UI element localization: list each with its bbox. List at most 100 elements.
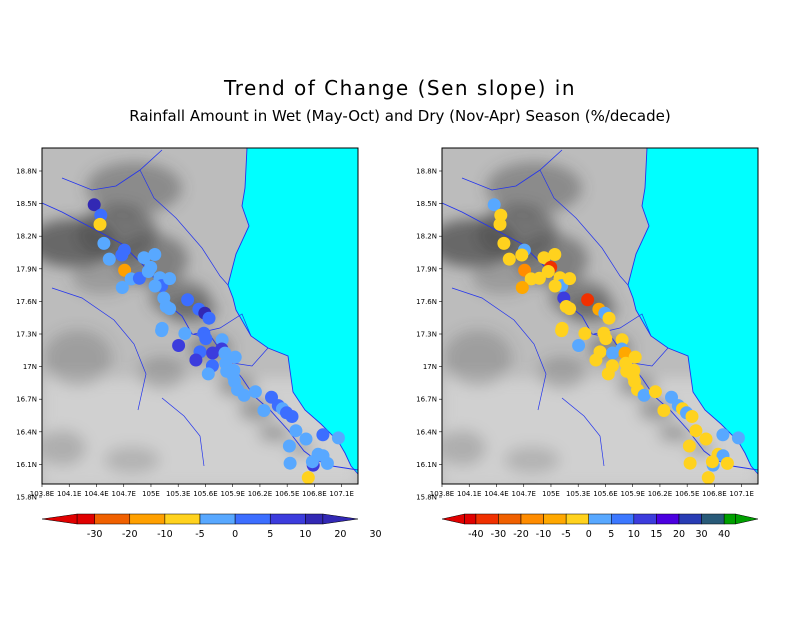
- station-marker: [548, 248, 562, 261]
- map-panel-wet-season: 103.8E 104.1E 104.4E 104.7E 105E 105.3E 105.6E…: [16, 147, 382, 540]
- north-border: [61, 149, 163, 191]
- colorbar-label: -20: [122, 529, 138, 540]
- station-marker: [215, 333, 229, 347]
- province-boundary: [451, 287, 547, 411]
- colorbar-swatch: [498, 513, 522, 525]
- y-tick-label: 18.5N: [416, 200, 437, 208]
- colorbar-label: 5: [267, 529, 273, 540]
- station-marker: [289, 424, 303, 438]
- colorbar-label: -30: [87, 529, 103, 540]
- colorbar-label: 0: [232, 529, 238, 540]
- colorbar-swatch: [199, 513, 236, 525]
- station-markers: [87, 198, 345, 484]
- colorbar-swatch: [611, 513, 635, 525]
- station-marker: [515, 281, 529, 294]
- x-tick-label: 106.5E: [275, 490, 299, 498]
- y-tick-label: 17.3N: [16, 331, 37, 339]
- colorbar-swatch: [475, 513, 499, 525]
- x-tick-label: 105.3E: [166, 490, 190, 498]
- colorbar-label: 30: [370, 529, 382, 540]
- colorbar-arrow-high: [322, 513, 359, 525]
- station-marker: [578, 327, 592, 340]
- colorbar-label: 5: [608, 529, 614, 540]
- colorbar-label: 20: [673, 529, 685, 540]
- station-marker: [685, 410, 699, 423]
- station-marker: [206, 346, 220, 360]
- station-marker: [115, 281, 129, 294]
- colorbar-swatch: [633, 513, 657, 525]
- y-tick-label: 18.8N: [416, 168, 437, 176]
- x-tick-label: 105.6E: [593, 490, 617, 498]
- station-marker: [628, 350, 642, 364]
- station-marker: [141, 265, 155, 278]
- sea-area: [228, 148, 358, 484]
- station-marker: [320, 456, 334, 470]
- y-tick-label: 17.6N: [416, 298, 437, 306]
- station-marker: [683, 456, 697, 470]
- province-boundary: [539, 169, 629, 286]
- station-marker: [181, 293, 195, 307]
- colorbar-label: 20: [334, 529, 346, 540]
- station-marker: [497, 236, 511, 250]
- y-tick-label: 18.2N: [416, 233, 437, 241]
- x-tick-label: 104.7E: [111, 490, 135, 498]
- colorbar-label: 0: [586, 529, 592, 540]
- station-marker: [137, 251, 151, 265]
- y-tick-label: 18.5N: [16, 200, 37, 208]
- station-marker: [148, 248, 162, 261]
- station-marker: [682, 439, 696, 453]
- x-tick-label: 107.1E: [729, 490, 753, 498]
- station-marker: [537, 251, 551, 265]
- colorbar-swatch: [588, 513, 612, 525]
- map-frame: [441, 147, 759, 485]
- station-marker: [93, 217, 107, 231]
- x-tick-label: 105.9E: [620, 490, 644, 498]
- colorbar-label: -10: [157, 529, 173, 540]
- station-marker: [285, 410, 299, 423]
- station-marker: [316, 428, 330, 442]
- colorbar-wet-season: -30 -20 -10 -5 0 5 10 20 30: [41, 513, 382, 540]
- station-marker: [731, 431, 745, 445]
- station-marker: [199, 332, 213, 346]
- station-marker: [97, 236, 111, 250]
- station-marker: [248, 385, 262, 399]
- map-frame: [41, 147, 359, 485]
- station-marker: [132, 271, 146, 285]
- province-boundary: [561, 397, 605, 467]
- y-tick-label: 16.1N: [16, 461, 37, 469]
- y-tick-label: 17.9N: [16, 265, 37, 273]
- colorbar-arrow-high: [735, 513, 759, 525]
- station-marker: [201, 367, 215, 381]
- station-marker: [648, 385, 662, 399]
- station-marker: [163, 272, 177, 286]
- y-tick-label: 16.1N: [416, 461, 437, 469]
- station-marker: [257, 404, 271, 417]
- x-tick-label: 107.1E: [329, 490, 353, 498]
- x-tick-label: 106.2E: [648, 490, 672, 498]
- province-boundary: [161, 397, 205, 467]
- x-tick-label: 105.6E: [193, 490, 217, 498]
- station-marker: [615, 333, 629, 347]
- station-marker: [701, 471, 715, 484]
- y-tick-label: 16.4N: [416, 428, 437, 436]
- x-tick-label: 104.4E: [484, 490, 508, 498]
- y-tick-label: 17.3N: [416, 331, 437, 339]
- station-marker: [581, 293, 595, 307]
- colorbar-swatch: [656, 513, 680, 525]
- colorbar-swatch: [164, 513, 201, 525]
- x-tick-label: 105E: [542, 490, 560, 498]
- colorbar-swatch: [269, 513, 306, 525]
- colorbar-label: 10: [628, 529, 640, 540]
- colorbar-label: -20: [513, 529, 529, 540]
- y-tick-label: 17.6N: [16, 298, 37, 306]
- x-tick-label: 106.2E: [248, 490, 272, 498]
- y-tick-label: 15.8N: [416, 494, 437, 502]
- province-boundary: [51, 287, 147, 411]
- y-tick-label: 17N: [423, 363, 437, 371]
- station-marker: [532, 271, 546, 285]
- station-marker: [102, 252, 116, 266]
- y-tick-label: 15.8N: [16, 494, 37, 502]
- station-marker: [541, 265, 555, 278]
- station-marker: [657, 404, 671, 417]
